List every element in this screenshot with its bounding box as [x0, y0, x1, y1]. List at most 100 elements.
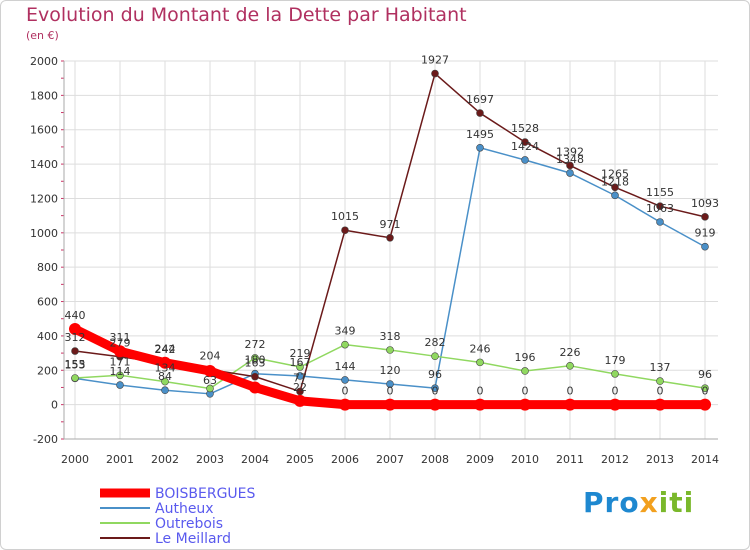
- data-point: [339, 398, 351, 411]
- data-label: 0: [387, 385, 394, 398]
- data-label: 114: [110, 365, 131, 378]
- data-point: [656, 202, 664, 210]
- data-point: [386, 380, 394, 388]
- x-tick-label: 2002: [151, 453, 179, 466]
- data-point: [564, 398, 576, 411]
- x-tick-label: 2012: [601, 453, 629, 466]
- data-point: [386, 346, 394, 354]
- data-label: 63: [203, 374, 217, 387]
- data-label: 242: [155, 343, 176, 356]
- data-label: 1424: [511, 140, 539, 153]
- x-tick-label: 2005: [286, 453, 314, 466]
- data-label: 318: [380, 330, 401, 343]
- data-point: [71, 374, 79, 382]
- data-label: 349: [335, 325, 356, 338]
- data-point: [116, 381, 124, 389]
- data-label: 279: [110, 337, 131, 350]
- data-label: 204: [200, 350, 221, 363]
- x-tick-label: 2007: [376, 453, 404, 466]
- data-point: [611, 370, 619, 378]
- y-tick-label: 1400: [30, 158, 58, 171]
- x-tick-label: 2006: [331, 453, 359, 466]
- data-label: 440: [65, 309, 86, 322]
- plot-area: [64, 61, 718, 439]
- data-point: [71, 347, 79, 355]
- data-label: 282: [425, 336, 446, 349]
- data-label: 0: [612, 385, 619, 398]
- data-point: [699, 398, 711, 411]
- data-point: [701, 384, 709, 392]
- y-tick-label: 600: [37, 296, 58, 309]
- data-point: [431, 352, 439, 360]
- data-label: 179: [605, 354, 626, 367]
- data-label: 246: [470, 342, 491, 355]
- data-label: 312: [65, 331, 86, 344]
- data-point: [341, 340, 349, 349]
- y-tick-label: -200: [33, 433, 58, 446]
- x-tick-label: 2008: [421, 453, 449, 466]
- data-point: [654, 398, 666, 411]
- data-point: [429, 398, 441, 411]
- data-point: [474, 398, 486, 411]
- x-tick-label: 2013: [646, 453, 674, 466]
- chart-subtitle: (en €): [26, 29, 59, 42]
- data-point: [519, 398, 531, 411]
- data-label: 144: [335, 360, 356, 373]
- x-tick-label: 2014: [691, 453, 719, 466]
- data-label: 84: [158, 370, 172, 383]
- y-tick-label: 1000: [30, 227, 58, 240]
- data-point: [701, 242, 709, 251]
- data-label: 1528: [511, 122, 539, 135]
- data-point: [206, 384, 214, 393]
- data-point: [386, 234, 394, 242]
- data-label: 0: [342, 385, 349, 398]
- data-point: [431, 69, 439, 78]
- data-point: [566, 362, 574, 370]
- data-point: [251, 354, 259, 362]
- data-label: 0: [657, 385, 664, 398]
- legend-label: Autheux: [155, 501, 214, 517]
- data-point: [161, 386, 169, 395]
- y-tick-label: 400: [37, 330, 58, 343]
- data-point: [159, 356, 171, 369]
- data-point: [476, 109, 484, 117]
- data-label: 171: [110, 355, 131, 368]
- data-label: 196: [515, 351, 536, 364]
- data-point: [656, 377, 664, 385]
- data-point: [566, 169, 574, 177]
- data-point: [521, 367, 529, 375]
- x-tick-label: 2001: [106, 453, 134, 466]
- data-label: 244: [155, 343, 176, 356]
- data-point: [341, 376, 349, 384]
- x-tick-label: 2000: [61, 453, 89, 466]
- data-label: 163: [245, 357, 266, 370]
- data-point: [609, 398, 621, 411]
- data-label: 1093: [691, 197, 719, 210]
- data-label: 137: [650, 361, 671, 374]
- data-label: 0: [702, 385, 709, 398]
- x-tick-label: 2010: [511, 453, 539, 466]
- data-point: [431, 384, 439, 392]
- y-tick-label: 1600: [30, 124, 58, 137]
- x-tick-label: 2004: [241, 453, 269, 466]
- data-label: 1063: [646, 202, 674, 215]
- proxiti-logo: Proxiti: [583, 486, 695, 519]
- data-point: [296, 372, 304, 380]
- data-point: [566, 161, 574, 170]
- data-point: [69, 323, 81, 336]
- data-label: 0: [567, 385, 574, 398]
- data-point: [251, 372, 259, 381]
- legend-label: BOISBERGUES: [155, 486, 256, 502]
- y-tick-label: 1200: [30, 192, 58, 205]
- data-label: 272: [245, 338, 266, 351]
- data-point: [476, 143, 484, 152]
- data-label: 167: [290, 356, 311, 369]
- data-label: 0: [522, 385, 529, 398]
- data-label: 180: [245, 354, 266, 367]
- x-tick-label: 2003: [196, 453, 224, 466]
- data-label: 1927: [421, 54, 449, 67]
- data-label: 1015: [331, 210, 359, 223]
- y-tick-label: 200: [37, 364, 58, 377]
- data-point: [701, 213, 709, 221]
